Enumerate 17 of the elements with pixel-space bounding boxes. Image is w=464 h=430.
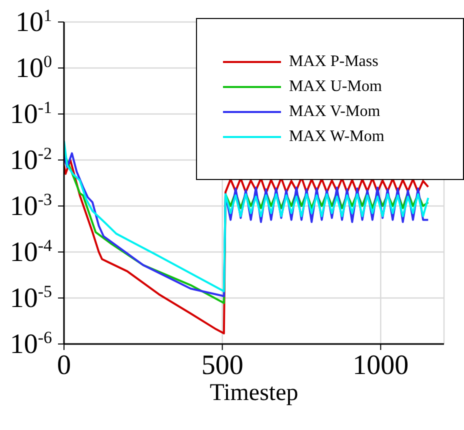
- x-axis-title: Timestep: [210, 380, 298, 406]
- y-tick-label: 10$^{0}$: [16, 52, 52, 84]
- line-series: [64, 159, 430, 334]
- y-tick-label: 10$^{-3}$: [10, 190, 52, 222]
- y-tick-label: 10$^{-5}$: [10, 282, 52, 314]
- y-tick-label: 10$^{1}$: [16, 6, 52, 38]
- legend-label: MAX P-Mass: [289, 52, 378, 70]
- y-tick-label: 10$^{-6}$: [10, 328, 52, 360]
- x-tick-label: 0: [57, 350, 71, 381]
- x-tick-label: 500: [201, 350, 244, 381]
- y-tick-label: 10$^{-1}$: [10, 98, 52, 130]
- y-tick-label: 10$^{-2}$: [10, 144, 52, 176]
- legend-label: MAX V-Mom: [289, 102, 380, 120]
- legend-label: MAX W-Mom: [289, 128, 384, 146]
- x-tick-label: 1000: [352, 350, 409, 381]
- legend-label: MAX U-Mom: [289, 78, 382, 96]
- y-tick-label: 10$^{-4}$: [10, 236, 52, 268]
